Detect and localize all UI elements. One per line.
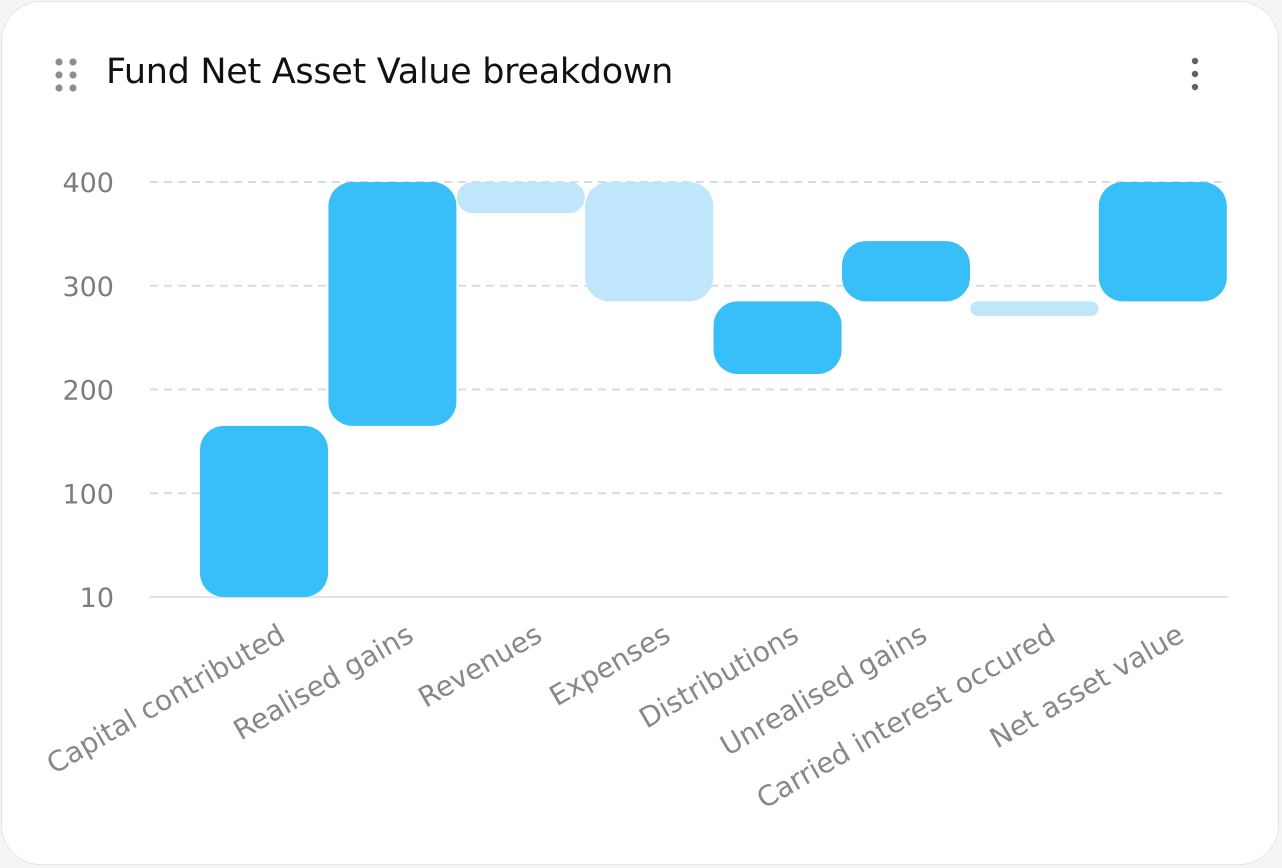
bar-carried-interest-occured[interactable] [970,301,1099,316]
y-axis-ticks: 10 100 200 300 400 [62,168,114,614]
bar-unrealised-gains[interactable] [842,241,970,302]
bar-distributions[interactable] [713,301,842,374]
y-tick-label: 100 [62,479,114,510]
bar-realised-gains[interactable] [328,182,457,426]
bar-capital-contributed[interactable] [200,425,328,597]
x-category-label: Unrealised gains [715,617,933,762]
card-title: Fund Net Asset Value breakdown [106,52,674,92]
bar-net-asset-value[interactable] [1098,182,1227,302]
bar-revenues[interactable] [456,182,585,214]
x-category-label: Revenues [413,617,548,714]
y-tick-label: 300 [62,272,114,303]
y-tick-label: 400 [62,168,114,199]
bar-layer [200,182,1227,597]
y-tick-label: 10 [80,583,114,614]
x-category-label: Capital contributed [41,617,291,780]
more-vertical-icon[interactable] [1180,54,1212,94]
y-tick-label: 200 [62,376,114,407]
drag-handle-icon[interactable] [54,57,80,93]
bar-expenses[interactable] [585,182,714,302]
